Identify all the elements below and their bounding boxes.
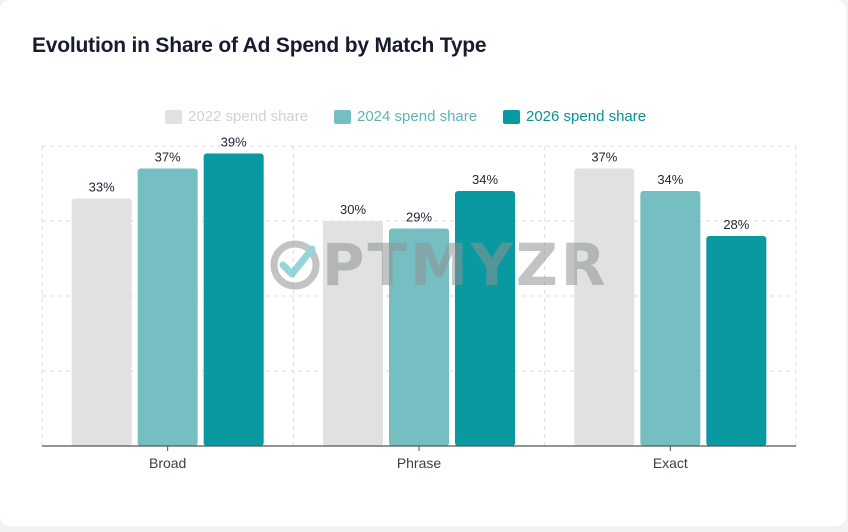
watermark-text: PTMYZR <box>322 231 609 299</box>
legend-swatch-2024 <box>334 109 351 124</box>
check-circle-logo-icon <box>270 240 320 290</box>
bar-exact-2022 <box>574 168 635 446</box>
bar-phrase-2024 <box>389 228 449 446</box>
bar-broad-2024 <box>137 168 198 446</box>
legend-label-2022: 2022 spend share <box>188 108 309 125</box>
legend-item-2024[interactable]: 2024 spend share <box>334 108 477 125</box>
bar-exact-2024 <box>640 191 701 446</box>
value-label-phrase-2024: 29% <box>406 210 432 225</box>
value-label-phrase-2022: 30% <box>340 202 366 217</box>
legend-label-2026: 2026 spend share <box>526 108 647 125</box>
x-tick-label-broad: Broad <box>149 455 186 471</box>
x-tick-label-exact: Exact <box>653 455 688 471</box>
x-tick-label-phrase: Phrase <box>397 455 442 471</box>
value-label-exact-2022: 37% <box>591 150 617 165</box>
legend-item-2022[interactable]: 2022 spend share <box>165 108 308 125</box>
bar-broad-2022 <box>71 198 132 446</box>
legend-item-2026[interactable]: 2026 spend share <box>503 108 646 125</box>
value-label-broad-2026: 39% <box>221 135 247 150</box>
bar-broad-2026 <box>203 153 264 446</box>
legend-label-2024: 2024 spend share <box>357 108 478 125</box>
optmyzr-watermark: PTMYZR <box>268 236 609 294</box>
value-label-exact-2024: 34% <box>657 172 683 187</box>
chart-legend: 2022 spend share 2024 spend share 2026 s… <box>0 108 846 130</box>
bar-exact-2026 <box>706 236 767 446</box>
value-label-broad-2024: 37% <box>155 150 181 165</box>
value-label-exact-2026: 28% <box>723 217 749 232</box>
legend-swatch-2026 <box>503 109 520 124</box>
legend-swatch-2022 <box>165 109 182 124</box>
bar-phrase-2022 <box>323 221 383 446</box>
bar-phrase-2026 <box>455 191 515 446</box>
value-label-phrase-2026: 34% <box>472 172 498 187</box>
chart-title: Evolution in Share of Ad Spend by Match … <box>32 34 487 57</box>
value-label-broad-2022: 33% <box>89 180 115 195</box>
